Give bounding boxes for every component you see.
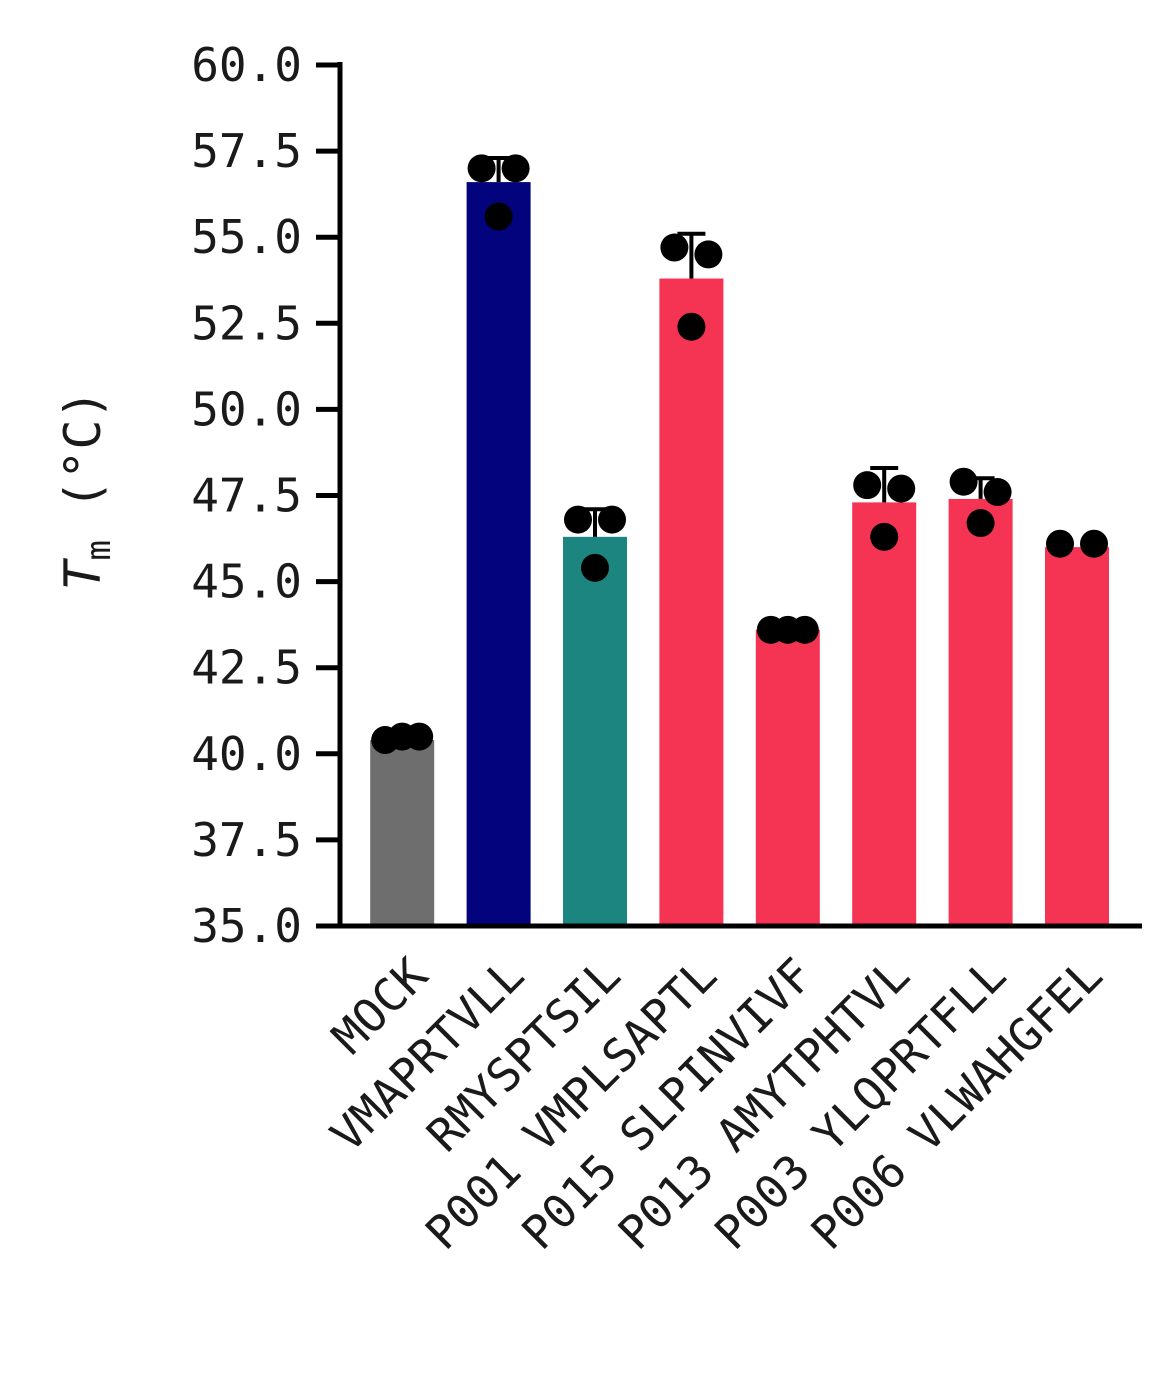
svg-text:Tm (°C): Tm (°C)	[54, 389, 119, 590]
replicate-point	[694, 240, 723, 269]
replicate-point	[949, 467, 978, 496]
replicate-point	[1046, 529, 1074, 558]
bars-layer	[370, 182, 1109, 926]
y-axis-title: Tm (°C)	[54, 389, 119, 590]
replicate-point	[853, 471, 882, 500]
bar	[1045, 547, 1109, 926]
axes-layer	[337, 62, 1142, 929]
replicate-point	[966, 509, 995, 538]
y-axis-title-symbol: T	[54, 558, 112, 591]
replicate-point	[484, 202, 513, 231]
y-tick-label: 35.0	[191, 899, 302, 953]
y-tick-label: 45.0	[191, 555, 302, 609]
replicate-point	[388, 722, 417, 751]
y-tick-label: 42.5	[191, 641, 302, 695]
replicate-point	[773, 615, 802, 644]
y-tick-label: 40.0	[191, 727, 302, 781]
replicate-point	[564, 505, 592, 534]
replicate-point	[660, 233, 689, 262]
y-tick-label: 37.5	[191, 813, 302, 867]
y-tick-label: 60.0	[191, 38, 302, 92]
y-tick-label: 47.5	[191, 469, 302, 523]
y-tick-label: 52.5	[191, 296, 302, 350]
bar	[948, 498, 1013, 926]
y-tick-label: 55.0	[191, 210, 302, 264]
bar	[852, 502, 917, 926]
replicate-point	[598, 505, 626, 534]
replicate-point	[1080, 529, 1108, 558]
replicate-point	[677, 312, 706, 341]
replicate-point	[870, 522, 899, 551]
y-axis-title-unit: (°C)	[54, 389, 112, 540]
replicate-point	[887, 474, 916, 503]
bar	[370, 740, 435, 926]
y-tick-label: 50.0	[191, 382, 302, 436]
replicate-point	[983, 478, 1012, 507]
replicate-point	[467, 154, 496, 183]
error-bars-layer	[484, 155, 995, 537]
replicate-points-layer	[371, 154, 1108, 755]
replicate-point	[501, 154, 530, 183]
bar	[563, 536, 627, 926]
replicate-point	[581, 553, 609, 582]
bar	[466, 182, 531, 926]
y-axis-title-subscript: m	[79, 540, 119, 560]
y-tick-label: 57.5	[191, 124, 302, 178]
bar	[755, 629, 820, 926]
y-ticks-layer: 35.0 37.5 40.0 42.5 45.0 47.5 50.0 52.5 55.0 57.5…	[191, 38, 340, 953]
bar	[659, 278, 724, 926]
